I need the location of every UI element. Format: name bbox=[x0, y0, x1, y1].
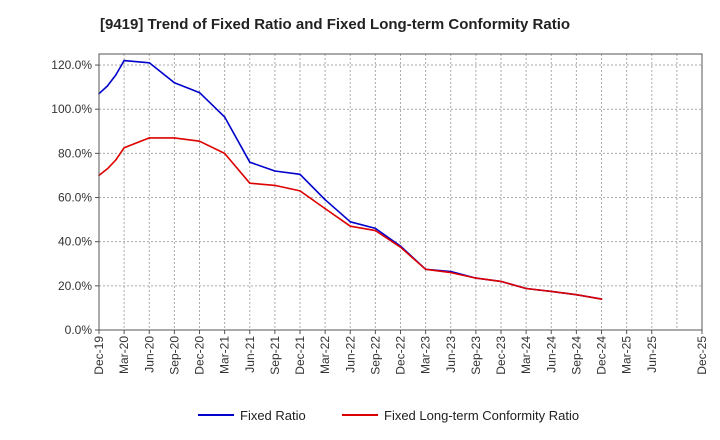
y-tick-label: 80.0% bbox=[58, 146, 92, 160]
y-tick-label: 120.0% bbox=[51, 58, 92, 72]
data-point bbox=[475, 277, 477, 279]
data-point bbox=[399, 246, 402, 248]
y-tick-label: 0.0% bbox=[65, 323, 93, 337]
data-point bbox=[123, 59, 125, 62]
data-point bbox=[374, 227, 377, 230]
data-point bbox=[525, 287, 527, 290]
data-point bbox=[600, 298, 603, 300]
series-layer bbox=[98, 59, 603, 300]
x-tick-label: Mar-21 bbox=[218, 336, 232, 374]
data-point bbox=[148, 137, 151, 139]
x-tick-label: Sep-24 bbox=[569, 336, 583, 375]
data-point bbox=[349, 225, 352, 227]
x-tick-label: Dec-24 bbox=[595, 336, 609, 375]
x-tick-label: Mar-24 bbox=[519, 336, 533, 374]
data-point bbox=[173, 81, 176, 84]
x-tick-label: Sep-22 bbox=[368, 336, 382, 375]
x-axis: Dec-19 Mar-20 Jun-20 Sep-20 Dec-20 Mar-21 Jun-… bbox=[92, 330, 709, 375]
y-tick-label: 40.0% bbox=[58, 235, 92, 249]
grid bbox=[99, 54, 702, 330]
y-axis: 0.0% 20.0% 40.0% 60.0% 80.0% 100.0% 120.0% bbox=[51, 58, 99, 337]
x-tick-label: Mar-22 bbox=[318, 336, 332, 374]
data-point bbox=[374, 229, 377, 232]
x-tick-label: Mar-23 bbox=[419, 336, 433, 374]
data-point bbox=[249, 182, 251, 184]
data-point bbox=[106, 85, 109, 87]
chart-title: [9419] Trend of Fixed Ratio and Fixed Lo… bbox=[100, 16, 570, 33]
x-tick-label: Dec-25 bbox=[695, 336, 709, 375]
legend-label: Fixed Long-term Conformity Ratio bbox=[384, 408, 579, 423]
data-point bbox=[299, 173, 301, 176]
data-point bbox=[299, 190, 301, 192]
x-tick-label: Dec-20 bbox=[193, 336, 207, 375]
y-tick-label: 60.0% bbox=[58, 191, 92, 205]
data-point bbox=[450, 271, 452, 274]
x-tick-label: Jun-25 bbox=[645, 336, 659, 373]
data-point bbox=[274, 184, 276, 187]
data-point bbox=[550, 290, 553, 293]
data-point bbox=[324, 207, 326, 210]
data-point bbox=[115, 159, 117, 161]
data-point bbox=[148, 62, 151, 64]
data-point bbox=[349, 221, 352, 223]
x-tick-label: Mar-25 bbox=[620, 336, 634, 374]
data-point bbox=[500, 280, 502, 283]
data-point bbox=[198, 91, 201, 94]
data-point bbox=[223, 152, 226, 155]
x-tick-label: Jun-24 bbox=[544, 336, 558, 373]
x-tick-label: Jun-20 bbox=[142, 336, 156, 373]
data-point bbox=[198, 140, 201, 142]
data-point bbox=[115, 74, 117, 76]
x-tick-label: Sep-23 bbox=[469, 336, 483, 375]
x-tick-label: Dec-23 bbox=[494, 336, 508, 375]
x-tick-label: Dec-19 bbox=[92, 336, 106, 375]
data-point bbox=[123, 147, 125, 149]
data-point bbox=[223, 116, 226, 118]
x-tick-label: Jun-23 bbox=[444, 336, 458, 373]
data-point bbox=[106, 168, 109, 170]
x-tick-label: Dec-21 bbox=[293, 336, 307, 375]
x-tick-label: Jun-22 bbox=[343, 336, 357, 373]
data-point bbox=[575, 293, 578, 296]
legend-label: Fixed Ratio bbox=[240, 408, 306, 423]
x-tick-label: Mar-20 bbox=[117, 336, 131, 374]
legend: Fixed Ratio Fixed Long-term Conformity Ra… bbox=[198, 408, 579, 423]
data-point bbox=[424, 268, 427, 271]
x-tick-label: Sep-20 bbox=[167, 336, 181, 375]
y-tick-label: 100.0% bbox=[51, 102, 92, 116]
x-tick-label: Dec-22 bbox=[394, 336, 408, 375]
x-tick-label: Jun-21 bbox=[243, 336, 257, 373]
data-point bbox=[249, 161, 251, 163]
data-point bbox=[324, 198, 326, 201]
data-point bbox=[173, 137, 176, 139]
y-tick-label: 20.0% bbox=[58, 279, 92, 293]
x-tick-label: Sep-21 bbox=[268, 336, 282, 375]
data-point bbox=[274, 170, 276, 172]
